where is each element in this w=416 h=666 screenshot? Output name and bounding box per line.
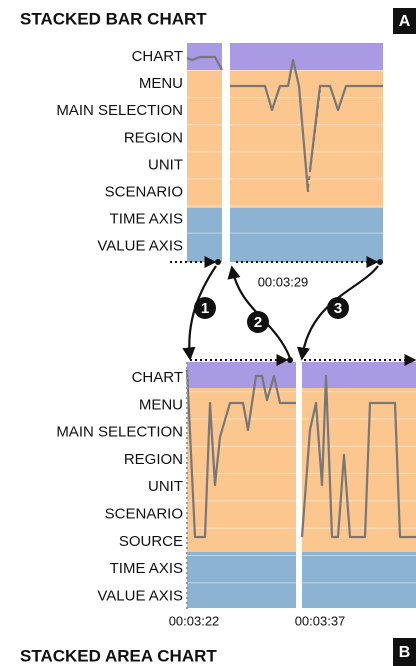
row-label: UNIT	[148, 478, 183, 495]
row-label: REGION	[124, 129, 183, 146]
time-b: 00:03:22	[169, 613, 220, 628]
trace-gap	[307, 89, 321, 189]
tag-a: A	[399, 13, 411, 30]
row-label: CHART	[132, 369, 183, 386]
step-badge	[327, 297, 349, 319]
row-label: SCENARIO	[105, 183, 183, 200]
tag-b: B	[399, 644, 411, 661]
trace	[230, 58, 310, 193]
row-label: MENU	[139, 396, 183, 413]
panel-b-bands	[187, 362, 416, 608]
row-label: TIME AXIS	[110, 560, 183, 577]
point	[377, 259, 383, 265]
row-label: VALUE AXIS	[97, 238, 183, 255]
tag-box	[393, 638, 416, 666]
point	[287, 357, 293, 363]
row-label: MAIN SELECTION	[56, 102, 183, 119]
time-b: 00:03:37	[295, 613, 346, 628]
point	[215, 259, 221, 265]
row-label: SCENARIO	[105, 505, 183, 522]
panel-a-bands	[187, 43, 383, 262]
step-number: 1	[201, 300, 209, 317]
row-label: CHART	[132, 48, 183, 65]
row-label: REGION	[124, 451, 183, 468]
step-number: 3	[334, 300, 342, 317]
row-label: UNIT	[148, 156, 183, 173]
tag-box	[393, 8, 416, 34]
title-a: STACKED BAR CHART	[20, 9, 207, 28]
row-label: TIME AXIS	[110, 211, 183, 228]
time-a: 00:03:29	[258, 274, 309, 289]
title-b: STACKED AREA CHART	[20, 646, 217, 665]
step-badge	[194, 297, 216, 319]
row-label: SOURCE	[119, 533, 183, 550]
row-label: VALUE AXIS	[97, 587, 183, 604]
step-badge	[247, 311, 269, 333]
row-label: MENU	[139, 75, 183, 92]
step-number: 2	[254, 314, 262, 331]
trace	[186, 55, 223, 71]
trace	[300, 374, 416, 539]
trace	[185, 369, 296, 539]
row-label: MAIN SELECTION	[56, 424, 183, 441]
